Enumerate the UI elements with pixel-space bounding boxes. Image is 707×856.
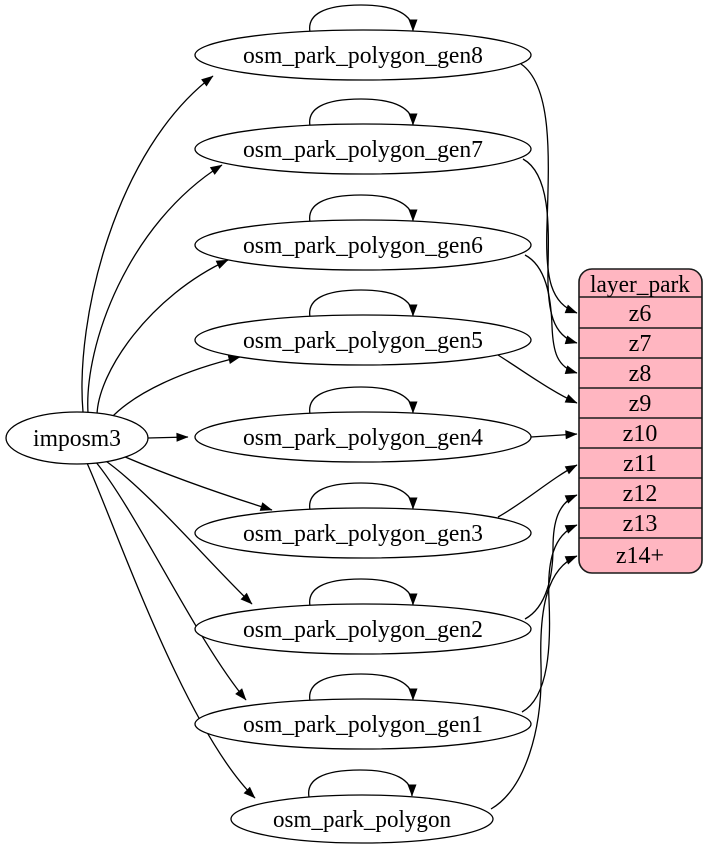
node-ellipse [194, 603, 532, 655]
self-loop-gen6 [309, 194, 418, 223]
node-osm-park-polygon-gen2: osm_park_polygon_gen2 [194, 603, 532, 655]
node-ellipse [194, 29, 532, 81]
self-loop-gen2 [309, 578, 418, 607]
table-row-z6: z6 [629, 301, 652, 327]
edge-gen3-to-z11 [497, 464, 578, 518]
self-loops [308, 4, 418, 798]
edge-imposm3-to-gen4 [147, 432, 189, 442]
table-body [578, 268, 703, 574]
self-loop-gen5 [309, 289, 418, 318]
edge-gen6-to-z8 [524, 254, 578, 374]
edge-polygon-to-z14 [490, 555, 578, 810]
node-ellipse [5, 411, 149, 465]
self-loop-gen1 [309, 673, 418, 702]
edge-imposm3-to-gen5 [109, 355, 241, 420]
edge-imposm3-to-gen3 [115, 452, 273, 511]
edge-gen8-to-z6 [520, 63, 578, 314]
node-label: osm_park_polygon_gen4 [243, 425, 483, 451]
node-ellipse [194, 219, 532, 271]
node-label: osm_park_polygon_gen8 [243, 43, 483, 69]
node-osm-park-polygon-gen3: osm_park_polygon_gen3 [194, 507, 532, 559]
edge-gen4-to-z10 [530, 430, 578, 440]
edge-imposm3-to-polygon [86, 462, 256, 799]
node-ellipse [194, 507, 532, 559]
node-ellipse [194, 314, 532, 366]
table-row-z9: z9 [629, 391, 652, 417]
node-osm-park-polygon: osm_park_polygon [230, 794, 494, 844]
node-label: osm_park_polygon_gen3 [243, 521, 483, 547]
table-layer-park: layer_park z6 z7 z8 z9 z10 z11 z12 z13 z… [578, 268, 703, 574]
edge-imposm3-to-gen6 [96, 259, 229, 416]
table-row-z13: z13 [623, 511, 658, 537]
edge-imposm3-to-gen1 [94, 460, 247, 701]
self-loop-gen3 [309, 482, 418, 511]
node-osm-park-polygon-gen8: osm_park_polygon_gen8 [194, 29, 532, 81]
table-row-z14plus: z14+ [616, 543, 664, 569]
table-row-z7: z7 [629, 331, 652, 357]
table-row-z8: z8 [629, 361, 652, 387]
table-row-z10: z10 [623, 421, 658, 447]
node-label: osm_park_polygon_gen6 [243, 233, 483, 259]
node-label: osm_park_polygon [273, 807, 451, 833]
node-ellipse [230, 794, 494, 844]
edges-to-layer-table [490, 63, 578, 810]
node-osm-park-polygon-gen6: osm_park_polygon_gen6 [194, 219, 532, 271]
node-osm-park-polygon-gen5: osm_park_polygon_gen5 [194, 314, 532, 366]
edge-gen5-to-z9 [497, 354, 578, 404]
table-row-z12: z12 [623, 481, 658, 507]
node-imposm3: imposm3 [5, 411, 149, 465]
node-label: osm_park_polygon_gen5 [243, 328, 483, 354]
edge-gen2-to-z12 [524, 494, 578, 620]
edge-gen7-to-z7 [522, 158, 578, 345]
node-label: osm_park_polygon_gen1 [243, 712, 483, 738]
edge-imposm3-to-gen2 [102, 458, 253, 605]
node-osm-park-polygon-gen1: osm_park_polygon_gen1 [194, 698, 532, 750]
node-osm-park-polygon-gen7: osm_park_polygon_gen7 [194, 123, 532, 175]
edge-imposm3-to-gen7 [87, 164, 223, 414]
node-ellipse [194, 411, 532, 463]
table-row-z11: z11 [623, 451, 657, 477]
self-loop-gen8 [309, 4, 418, 33]
node-label: osm_park_polygon_gen2 [243, 617, 483, 643]
self-loop-gen7 [309, 98, 418, 127]
node-ellipse [194, 123, 532, 175]
table-title: layer_park [590, 272, 690, 298]
edges-from-imposm3 [81, 75, 273, 799]
node-ellipse [194, 698, 532, 750]
node-osm-park-polygon-gen4: osm_park_polygon_gen4 [194, 411, 532, 463]
edge-imposm3-to-gen8 [81, 75, 214, 413]
node-label: imposm3 [33, 426, 121, 452]
self-loop-polygon [308, 769, 417, 798]
self-loop-gen4 [309, 386, 418, 415]
node-label: osm_park_polygon_gen7 [243, 137, 483, 163]
edge-gen1-to-z13 [521, 524, 578, 713]
